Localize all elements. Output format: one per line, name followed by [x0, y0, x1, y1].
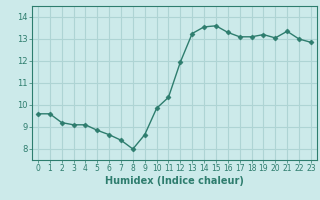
X-axis label: Humidex (Indice chaleur): Humidex (Indice chaleur) [105, 176, 244, 186]
